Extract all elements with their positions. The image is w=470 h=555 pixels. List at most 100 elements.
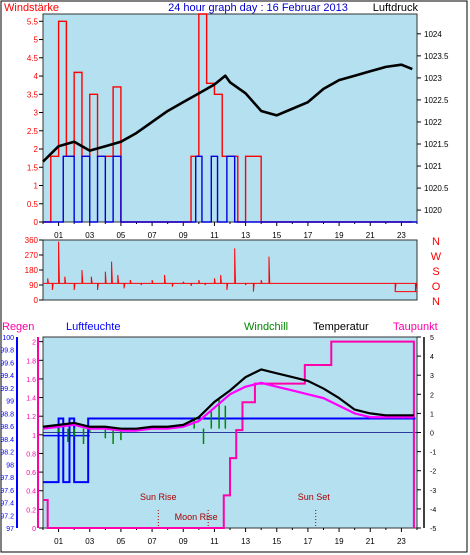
humidity-tick-label: 98.8 bbox=[0, 411, 14, 418]
rain-tick-label: 0.4 bbox=[26, 489, 36, 496]
x-tick-label: 17 bbox=[303, 231, 312, 240]
compass-label: N bbox=[432, 296, 440, 308]
humidity-tick-label: 99.6 bbox=[0, 360, 14, 367]
humidity-tick-label: 100 bbox=[2, 335, 14, 342]
x-tick-label: 17 bbox=[303, 537, 312, 546]
humidity-tick-label: 99.8 bbox=[0, 348, 14, 355]
direction-series bbox=[43, 241, 417, 293]
rain-axis-label: Regen bbox=[2, 321, 34, 333]
rain-tick-label: 1.6 bbox=[26, 377, 36, 384]
x-tick-label: 01 bbox=[54, 231, 63, 240]
pressure-y-axis: 1020 1020.5 1021 1021.5 1022 1022.5 1023 1023.5… bbox=[417, 30, 449, 215]
wind-y-axis: 0 0.5 1 1.5 2 2.5 3 3.5 4 4.5 5 5.5 bbox=[27, 17, 43, 227]
x-tick-label: 03 bbox=[85, 231, 94, 240]
humidity-tick-label: 99.2 bbox=[0, 386, 14, 393]
temperature-tick-label: 4 bbox=[430, 354, 434, 361]
temperature-tick-label: -2 bbox=[430, 469, 436, 476]
pressure-tick-label: 1022 bbox=[424, 118, 442, 127]
windchill-label: Windchill bbox=[244, 321, 288, 333]
direction-tick-label: 360 bbox=[25, 236, 39, 245]
humidity-axis-label: Luftfeuchte bbox=[66, 321, 120, 333]
wind-tick-label: 3.5 bbox=[27, 90, 39, 99]
pressure-tick-label: 1023 bbox=[424, 74, 442, 83]
wind-tick-label: 4.5 bbox=[27, 54, 39, 63]
humidity-rain-y-axis: 97 97.2 97.4 97.6 97.8 98 98.2 98.4 98.6 98.8 99 99… bbox=[0, 335, 43, 533]
x-tick-label: 15 bbox=[272, 231, 281, 240]
temperature-tick-label: -4 bbox=[430, 507, 436, 514]
pressure-tick-label: 1021.5 bbox=[424, 140, 449, 149]
x-tick-label: 15 bbox=[272, 537, 281, 546]
wind-pressure-panel bbox=[42, 13, 418, 223]
x-tick-label: 23 bbox=[397, 537, 406, 546]
rain-tick-label: 1.8 bbox=[26, 358, 36, 365]
direction-tick-label: 270 bbox=[25, 251, 39, 260]
temperature-label: Temperatur bbox=[313, 321, 369, 333]
x-tick-label: 09 bbox=[179, 231, 188, 240]
compass-label: S bbox=[432, 266, 439, 278]
wind-tick-label: 3 bbox=[34, 109, 39, 118]
wind-pressure-x-axis: 01 03 05 07 09 11 13 15 17 19 21 23 bbox=[42, 222, 418, 240]
x-tick-label: 13 bbox=[241, 537, 250, 546]
rain-line bbox=[43, 340, 415, 529]
x-tick-label: 19 bbox=[335, 537, 344, 546]
wind-axis-label: Windstärke bbox=[4, 2, 59, 14]
rain-tick-label: 1.2 bbox=[26, 414, 36, 421]
rain-tick-label: 1.4 bbox=[26, 396, 36, 403]
pressure-tick-label: 1022.5 bbox=[424, 96, 449, 105]
pressure-tick-label: 1020 bbox=[424, 206, 442, 215]
temperature-tick-label: 1 bbox=[430, 411, 434, 418]
direction-tick-label: 90 bbox=[29, 281, 38, 290]
pressure-tick-label: 1021 bbox=[424, 162, 442, 171]
humidity-tick-label: 99 bbox=[6, 399, 14, 406]
x-tick-label: 11 bbox=[210, 231, 219, 240]
sun-rise-label: Sun Rise bbox=[140, 492, 177, 502]
rain-tick-label: 1 bbox=[32, 433, 36, 440]
moon-rise-label: Moon Rise bbox=[175, 512, 218, 522]
wind-tick-label: 2 bbox=[34, 145, 39, 154]
temperature-tick-label: -5 bbox=[430, 526, 436, 533]
direction-y-axis: 0 90 180 270 360 bbox=[25, 236, 43, 305]
humidity-temperature-x-axis: 01 03 05 07 09 11 13 15 17 19 21 23 bbox=[42, 528, 418, 546]
wind-tick-label: 5 bbox=[34, 36, 39, 45]
humidity-tick-label: 98.6 bbox=[0, 424, 14, 431]
x-tick-label: 07 bbox=[148, 537, 157, 546]
x-tick-label: 05 bbox=[116, 231, 125, 240]
humidity-tick-label: 97.8 bbox=[0, 475, 14, 482]
pressure-axis-label: Luftdruck bbox=[373, 2, 419, 14]
x-tick-label: 03 bbox=[85, 537, 94, 546]
temperature-tick-label: 2 bbox=[430, 392, 434, 399]
humidity-tick-label: 97 bbox=[6, 526, 14, 533]
dewpoint-label: Taupunkt bbox=[393, 321, 438, 333]
dewpoint-line bbox=[42, 381, 414, 432]
wind-pressure-series bbox=[42, 13, 417, 223]
rain-tick-label: 0 bbox=[32, 526, 36, 533]
temperature-tick-label: 3 bbox=[430, 373, 434, 380]
sun-set-label: Sun Set bbox=[298, 492, 331, 502]
humidity-tick-label: 98.2 bbox=[0, 450, 14, 457]
x-tick-label: 19 bbox=[335, 231, 344, 240]
wind-tick-label: 5.5 bbox=[27, 17, 39, 26]
temperature-tick-label: 5 bbox=[430, 335, 434, 342]
compass-label: N bbox=[432, 236, 440, 248]
rain-tick-label: 2 bbox=[32, 340, 36, 347]
pressure-tick-label: 1023.5 bbox=[424, 52, 449, 61]
humidity-tick-label: 99.4 bbox=[0, 373, 14, 380]
direction-line bbox=[43, 241, 417, 293]
x-tick-label: 01 bbox=[54, 537, 63, 546]
pressure-line bbox=[42, 63, 413, 163]
compass-label: O bbox=[432, 281, 441, 293]
humidity-tick-label: 97.2 bbox=[0, 513, 14, 520]
pressure-tick-label: 1020.5 bbox=[424, 184, 449, 193]
wind-tick-label: 0.5 bbox=[27, 200, 39, 209]
wind-tick-label: 1.5 bbox=[27, 163, 39, 172]
rain-tick-label: 0.8 bbox=[26, 451, 36, 458]
wind-tick-label: 1 bbox=[34, 182, 39, 191]
wind-gust-line bbox=[43, 155, 417, 223]
x-tick-label: 23 bbox=[397, 231, 406, 240]
wind-direction-panel bbox=[42, 239, 418, 301]
humidity-tick-label: 97.4 bbox=[0, 501, 14, 508]
x-tick-label: 11 bbox=[210, 537, 219, 546]
